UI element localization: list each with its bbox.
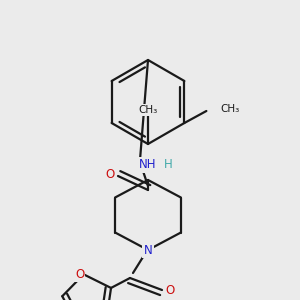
- Text: N: N: [144, 244, 152, 256]
- Text: CH₃: CH₃: [220, 104, 240, 114]
- Text: O: O: [105, 169, 115, 182]
- Text: H: H: [164, 158, 172, 172]
- Text: O: O: [165, 284, 175, 298]
- Text: CH₃: CH₃: [138, 105, 158, 115]
- Text: NH: NH: [139, 158, 157, 172]
- Text: O: O: [75, 268, 84, 281]
